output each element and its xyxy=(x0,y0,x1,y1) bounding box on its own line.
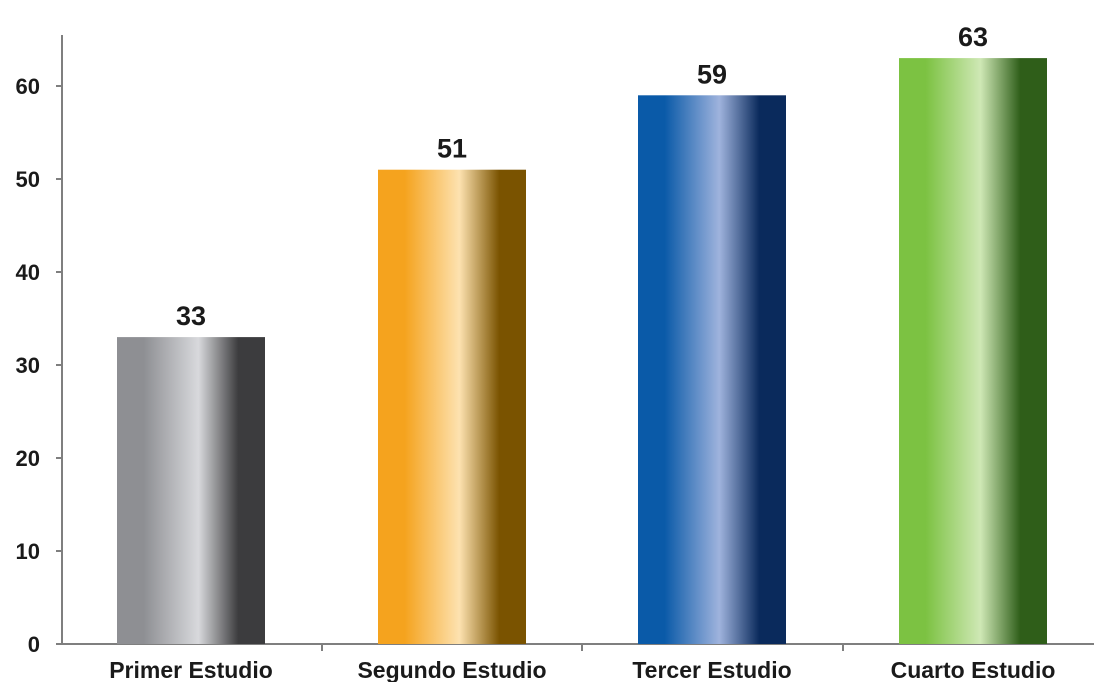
labels: 0 10 20 30 40 50 60 33 Primer Estudio 51 Segundo E… xyxy=(16,22,1056,682)
bar-3 xyxy=(638,95,786,645)
y-tick-label: 30 xyxy=(16,353,40,378)
bar-value-label: 51 xyxy=(437,134,467,164)
y-tick-label: 20 xyxy=(16,446,40,471)
bar-1 xyxy=(117,337,265,644)
y-tick-label: 50 xyxy=(16,167,40,192)
x-category-label: Primer Estudio xyxy=(109,657,273,682)
bar-2 xyxy=(378,169,526,644)
x-category-label: Cuarto Estudio xyxy=(891,657,1056,682)
y-tick-label: 10 xyxy=(16,539,40,564)
x-category-label: Segundo Estudio xyxy=(357,657,546,682)
y-tick-label: 0 xyxy=(28,632,40,657)
bar-value-label: 63 xyxy=(958,22,988,52)
bar-value-label: 33 xyxy=(176,301,206,331)
y-tick-label: 60 xyxy=(16,74,40,99)
y-tick-label: 40 xyxy=(16,260,40,285)
bar-4 xyxy=(899,58,1047,645)
bar-value-label: 59 xyxy=(697,59,727,89)
bars xyxy=(117,58,1047,645)
x-category-label: Tercer Estudio xyxy=(632,657,791,682)
